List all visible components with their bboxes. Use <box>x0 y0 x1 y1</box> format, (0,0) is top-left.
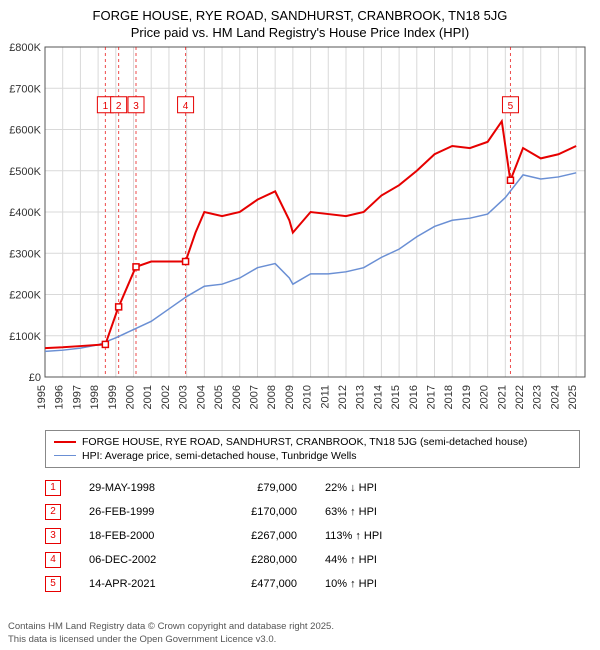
svg-text:2021: 2021 <box>496 385 508 409</box>
svg-text:£800K: £800K <box>9 42 41 54</box>
sale-date: 26-FEB-1999 <box>89 506 189 518</box>
footer-line1: Contains HM Land Registry data © Crown c… <box>8 621 334 633</box>
sales-table: 1 29-MAY-1998 £79,000 22% ↓ HPI 2 26-FEB-1999… <box>45 476 580 596</box>
chart: £0 £100K £200K £300K £400K £500K £600K £700K £80… <box>5 42 595 422</box>
footer-line2: This data is licensed under the Open Gov… <box>8 634 334 646</box>
svg-text:2005: 2005 <box>213 385 225 409</box>
svg-text:2012: 2012 <box>337 385 349 409</box>
svg-text:1998: 1998 <box>89 385 101 409</box>
sale-row: 4 06-DEC-2002 £280,000 44% ↑ HPI <box>45 548 580 572</box>
sale-diff: 10% ↑ HPI <box>325 578 415 590</box>
title-line2: Price paid vs. HM Land Registry's House … <box>0 25 600 42</box>
svg-text:2015: 2015 <box>390 385 402 409</box>
svg-text:2014: 2014 <box>372 385 384 409</box>
svg-text:£700K: £700K <box>9 83 41 95</box>
svg-text:£200K: £200K <box>9 289 41 301</box>
sale-diff: 113% ↑ HPI <box>325 530 415 542</box>
svg-text:2020: 2020 <box>479 385 491 409</box>
sale-price: £280,000 <box>217 554 297 566</box>
svg-text:2009: 2009 <box>284 385 296 409</box>
sale-marker: 2 <box>45 504 61 520</box>
legend-swatch <box>54 441 76 443</box>
sale-price: £267,000 <box>217 530 297 542</box>
svg-text:1999: 1999 <box>107 385 119 409</box>
svg-text:2008: 2008 <box>266 385 278 409</box>
svg-text:2006: 2006 <box>231 385 243 409</box>
legend-label: FORGE HOUSE, RYE ROAD, SANDHURST, CRANBR… <box>82 436 527 448</box>
svg-text:2023: 2023 <box>532 385 544 409</box>
legend-row: FORGE HOUSE, RYE ROAD, SANDHURST, CRANBR… <box>54 435 571 449</box>
svg-text:2002: 2002 <box>160 385 172 409</box>
chart-title: FORGE HOUSE, RYE ROAD, SANDHURST, CRANBR… <box>0 0 600 42</box>
sale-date: 06-DEC-2002 <box>89 554 189 566</box>
legend-label: HPI: Average price, semi-detached house,… <box>82 450 357 462</box>
sale-price: £477,000 <box>217 578 297 590</box>
svg-text:£0: £0 <box>29 372 41 384</box>
sale-date: 29-MAY-1998 <box>89 482 189 494</box>
svg-text:2004: 2004 <box>195 385 207 409</box>
svg-text:2017: 2017 <box>426 385 438 409</box>
svg-text:2000: 2000 <box>125 385 137 409</box>
sale-diff: 44% ↑ HPI <box>325 554 415 566</box>
sale-diff: 22% ↓ HPI <box>325 482 415 494</box>
svg-text:2007: 2007 <box>248 385 260 409</box>
sale-row: 3 18-FEB-2000 £267,000 113% ↑ HPI <box>45 524 580 548</box>
svg-text:2001: 2001 <box>142 385 154 409</box>
svg-text:£500K: £500K <box>9 166 41 178</box>
sale-marker: 4 <box>45 552 61 568</box>
svg-text:1997: 1997 <box>71 385 83 409</box>
svg-text:3: 3 <box>133 101 139 112</box>
svg-text:4: 4 <box>183 101 189 112</box>
svg-text:1: 1 <box>103 101 109 112</box>
legend-row: HPI: Average price, semi-detached house,… <box>54 449 571 463</box>
svg-text:2: 2 <box>116 101 122 112</box>
svg-text:£100K: £100K <box>9 331 41 343</box>
sale-price: £170,000 <box>217 506 297 518</box>
sale-date: 18-FEB-2000 <box>89 530 189 542</box>
sale-marker: 5 <box>45 576 61 592</box>
legend: FORGE HOUSE, RYE ROAD, SANDHURST, CRANBR… <box>45 430 580 468</box>
sale-row: 1 29-MAY-1998 £79,000 22% ↓ HPI <box>45 476 580 500</box>
sale-diff: 63% ↑ HPI <box>325 506 415 518</box>
svg-text:1995: 1995 <box>36 385 48 409</box>
legend-swatch <box>54 455 76 456</box>
chart-svg: £0 £100K £200K £300K £400K £500K £600K £700K £80… <box>5 42 595 422</box>
svg-text:2019: 2019 <box>461 385 473 409</box>
sale-row: 5 14-APR-2021 £477,000 10% ↑ HPI <box>45 572 580 596</box>
sale-price: £79,000 <box>217 482 297 494</box>
svg-text:2010: 2010 <box>302 385 314 409</box>
svg-text:£300K: £300K <box>9 248 41 260</box>
svg-text:2018: 2018 <box>443 385 455 409</box>
svg-text:2011: 2011 <box>319 385 331 409</box>
svg-text:2022: 2022 <box>514 385 526 409</box>
svg-text:2016: 2016 <box>408 385 420 409</box>
svg-text:£600K: £600K <box>9 124 41 136</box>
svg-text:2024: 2024 <box>549 385 561 409</box>
svg-text:£400K: £400K <box>9 207 41 219</box>
svg-text:2025: 2025 <box>567 385 579 409</box>
svg-text:2013: 2013 <box>355 385 367 409</box>
sale-marker: 3 <box>45 528 61 544</box>
svg-text:2003: 2003 <box>178 385 190 409</box>
sale-marker: 1 <box>45 480 61 496</box>
footer: Contains HM Land Registry data © Crown c… <box>8 621 334 646</box>
svg-text:1996: 1996 <box>54 385 66 409</box>
sale-date: 14-APR-2021 <box>89 578 189 590</box>
svg-text:5: 5 <box>508 101 514 112</box>
sale-row: 2 26-FEB-1999 £170,000 63% ↑ HPI <box>45 500 580 524</box>
title-line1: FORGE HOUSE, RYE ROAD, SANDHURST, CRANBR… <box>0 8 600 25</box>
